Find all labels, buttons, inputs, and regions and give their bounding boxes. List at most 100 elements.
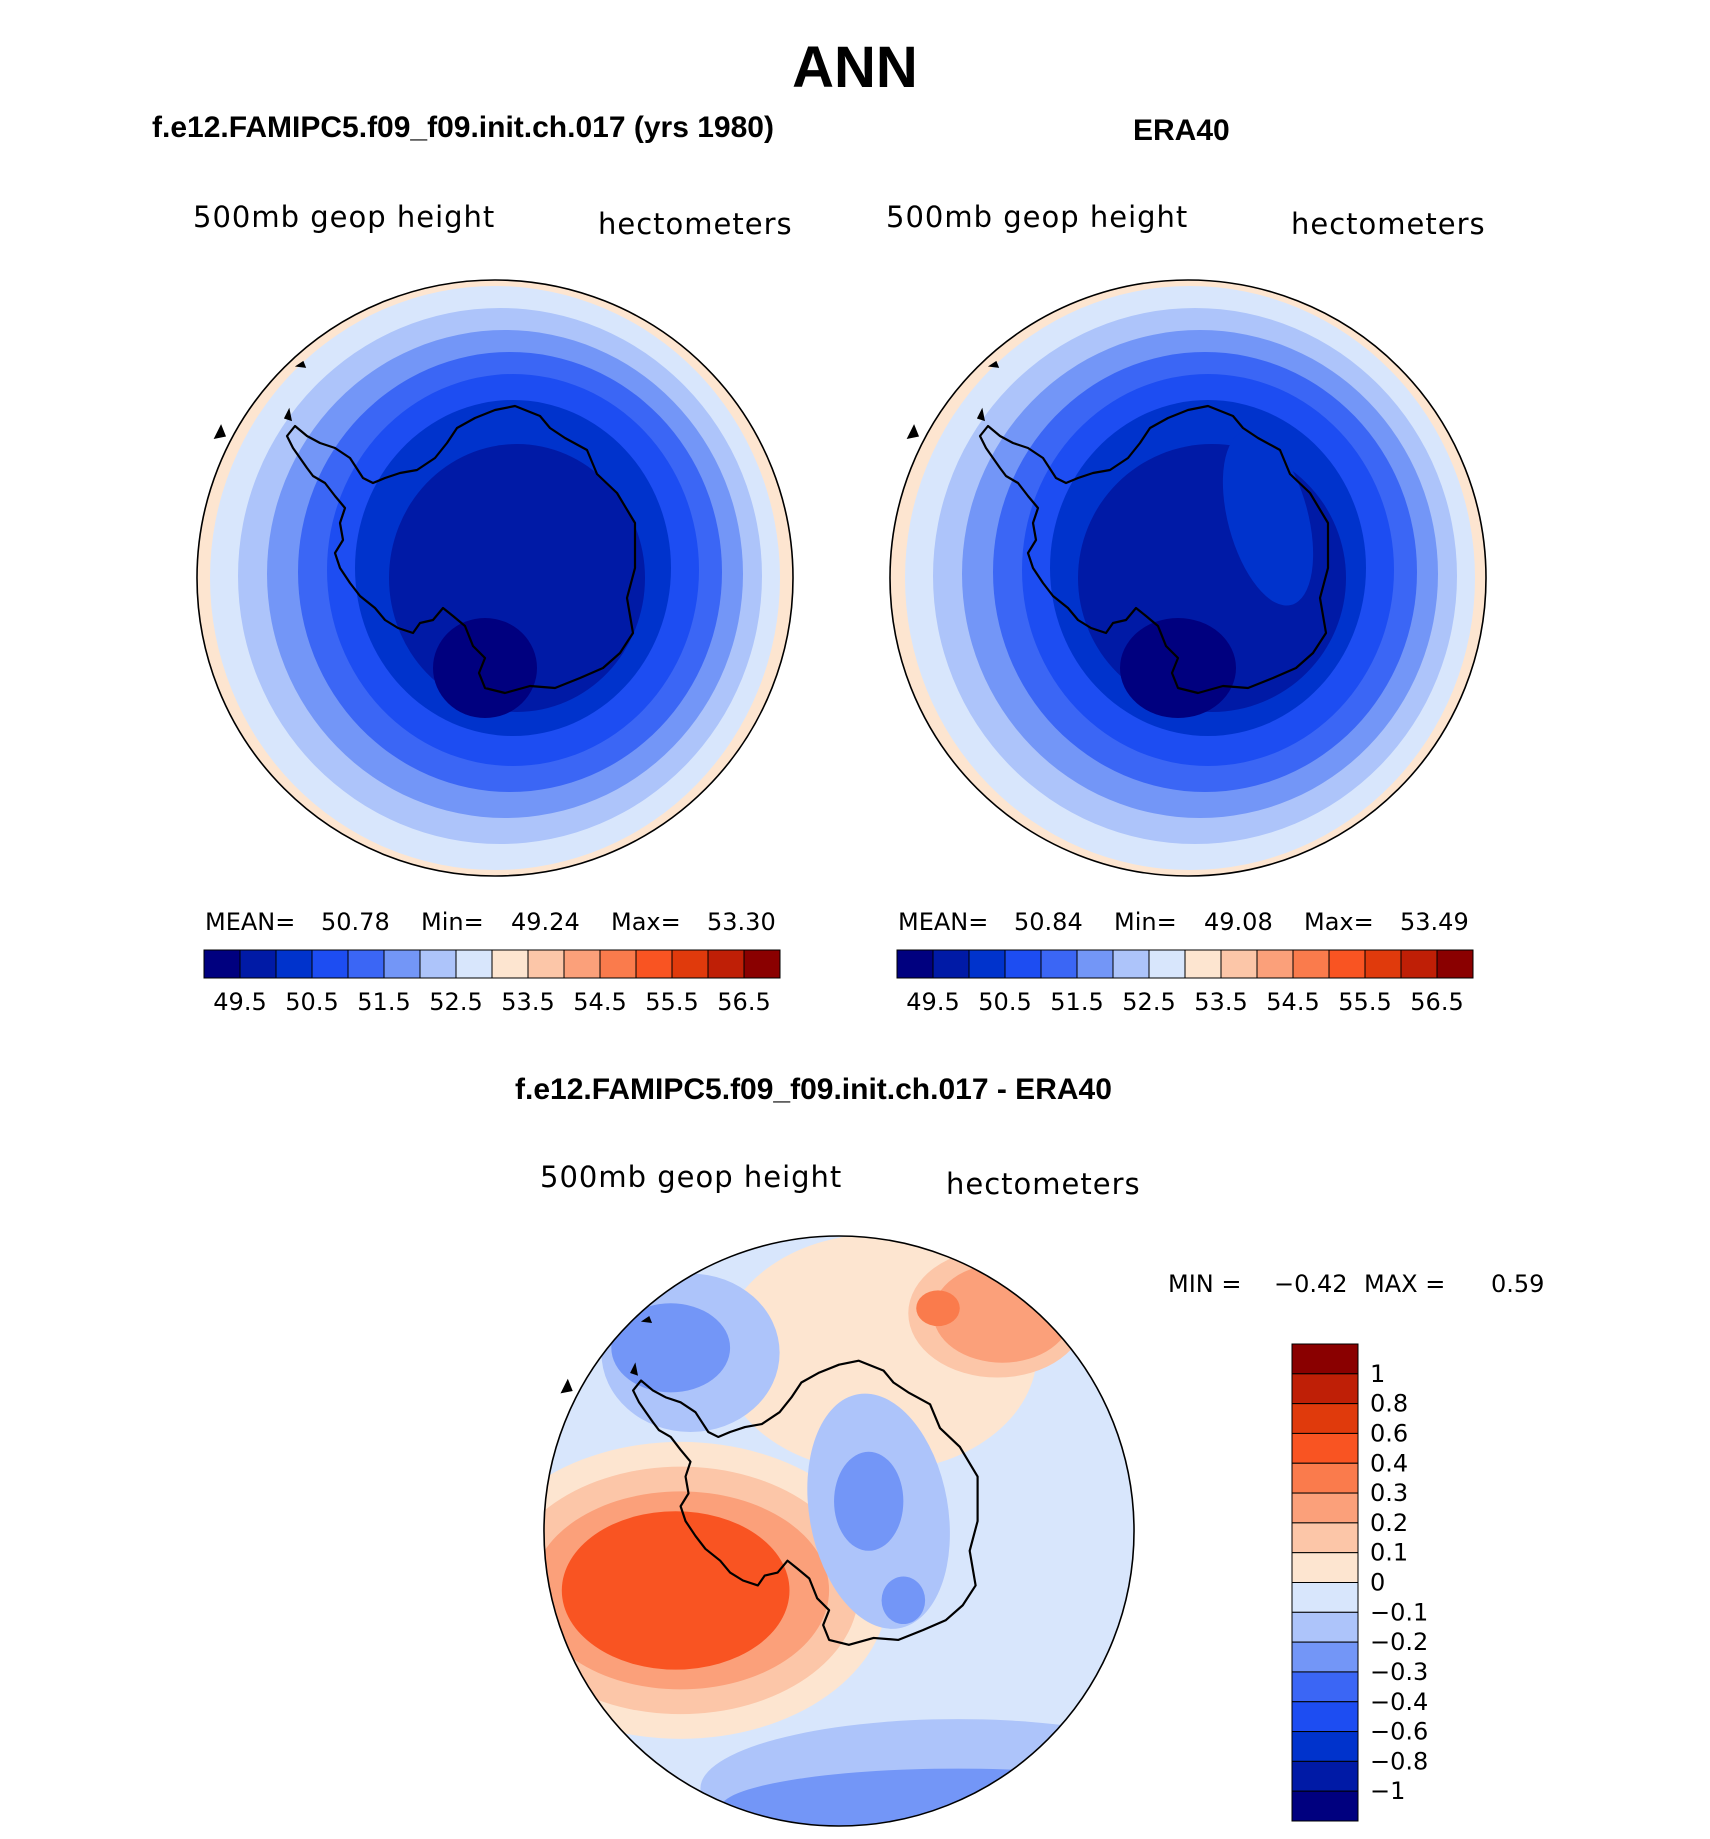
diff-colorbar-tick-label: 0.3 <box>1370 1479 1408 1507</box>
colorbar-tick-label: 49.5 <box>906 988 959 1016</box>
colorbar-box-6 <box>383 949 421 979</box>
contour-field <box>197 280 793 876</box>
colorbar-box-8 <box>1148 949 1186 979</box>
colorbar-box-11 <box>563 949 601 979</box>
panel2-variable: 500mb geop height <box>886 200 1189 234</box>
contour-band-14 <box>834 1451 904 1551</box>
panel2-colorbar: 49.5 50.5 51.5 52.5 53.5 54.5 55.5 56.5 <box>896 949 1474 1016</box>
colorbar-box-7 <box>1112 949 1150 979</box>
diff-colorbar-box-2 <box>1291 1373 1359 1405</box>
contour-band-8 <box>433 618 537 718</box>
panel1-colorbar: 49.5 50.5 51.5 52.5 53.5 54.5 55.5 56.5 <box>203 949 781 1016</box>
colorbar-tick-label: 53.5 <box>501 988 554 1016</box>
map-boundary <box>889 279 1487 877</box>
colorbar-box-16 <box>1436 949 1474 979</box>
colorbar-box-2 <box>239 949 277 979</box>
colorbar-box-3 <box>968 949 1006 979</box>
colorbar-box-5 <box>347 949 385 979</box>
island-outlines <box>213 360 307 440</box>
diff-colorbar-box-13 <box>1291 1701 1359 1733</box>
diff-colorbar-box-1 <box>1291 1343 1359 1375</box>
colorbar-tick-label: 52.5 <box>429 988 482 1016</box>
diff-colorbar-tick-label: −0.4 <box>1370 1688 1428 1716</box>
colorbar-box-10 <box>527 949 565 979</box>
colorbar-box-9 <box>491 949 529 979</box>
colorbar-box-16 <box>743 949 781 979</box>
colorbar-box-4 <box>1004 949 1042 979</box>
panel3-min-value: −0.42 <box>1274 1270 1348 1298</box>
colorbar-box-13 <box>1328 949 1366 979</box>
diff-colorbar-box-10 <box>1291 1611 1359 1643</box>
diff-colorbar-tick-label: 0.1 <box>1370 1539 1408 1567</box>
panel2-mean-label: MEAN= <box>898 908 989 936</box>
diff-colorbar-box-6 <box>1291 1492 1359 1524</box>
panel3-max-value: 0.59 <box>1491 1270 1545 1298</box>
island-outlines <box>560 1316 653 1394</box>
colorbar-tick-label: 53.5 <box>1194 988 1247 1016</box>
contour-band-8 <box>1120 618 1236 718</box>
diff-colorbar-tick-label: 1 <box>1370 1360 1385 1388</box>
diff-colorbar-tick-label: 0.8 <box>1370 1390 1408 1418</box>
panel3-min-label: MIN = <box>1168 1270 1242 1298</box>
colorbar-box-8 <box>455 949 493 979</box>
panel2-title: ERA40 <box>1133 114 1230 147</box>
panel3-units: hectometers <box>946 1167 1141 1201</box>
colorbar-box-14 <box>671 949 709 979</box>
diff-colorbar-box-3 <box>1291 1403 1359 1434</box>
diff-colorbar-tick-label: 0.6 <box>1370 1419 1408 1447</box>
colorbar-box-9 <box>1184 949 1222 979</box>
panel3-variable: 500mb geop height <box>540 1160 843 1194</box>
panel2-max-label: Max= <box>1304 908 1374 936</box>
panel1-mean-label: MEAN= <box>205 908 296 936</box>
colorbar-tick-label: 49.5 <box>213 988 266 1016</box>
colorbar-box-15 <box>1400 949 1438 979</box>
diff-colorbar-tick-label: −0.2 <box>1370 1628 1428 1656</box>
figure-title: ANN <box>792 35 918 100</box>
panel2-mean-value: 50.84 <box>1014 908 1083 936</box>
colorbar-box-11 <box>1256 949 1294 979</box>
diff-colorbar-box-16 <box>1291 1790 1359 1822</box>
contour-field <box>890 280 1486 876</box>
colorbar-box-1 <box>896 949 934 979</box>
diff-colorbar-tick-label: 0 <box>1370 1569 1385 1597</box>
panel2-min-label: Min= <box>1114 908 1177 936</box>
colorbar-tick-label: 50.5 <box>285 988 338 1016</box>
diff-colorbar-tick-label: −0.6 <box>1370 1718 1428 1746</box>
diff-colorbar-box-14 <box>1291 1731 1359 1762</box>
map-boundary <box>196 279 794 877</box>
diff-colorbar-box-4 <box>1291 1432 1359 1464</box>
colorbar-tick-label: 56.5 <box>1410 988 1463 1016</box>
colorbar-box-5 <box>1040 949 1078 979</box>
panel2-min-value: 49.08 <box>1204 908 1273 936</box>
colorbar-box-12 <box>599 949 637 979</box>
antarctica-coastline <box>285 404 637 695</box>
map-boundary <box>543 1235 1135 1827</box>
colorbar-tick-label: 54.5 <box>1266 988 1319 1016</box>
panel1-max-value: 53.30 <box>707 908 776 936</box>
panel3-title: f.e12.FAMIPC5.f09_f09.init.ch.017 - ERA4… <box>515 1073 1112 1106</box>
diff-colorbar-box-12 <box>1291 1671 1359 1703</box>
colorbar-box-13 <box>635 949 673 979</box>
colorbar-tick-label: 52.5 <box>1122 988 1175 1016</box>
panel2-polar-map <box>889 279 1487 877</box>
panel3-colorbar: 10.80.60.40.30.20.10−0.1−0.2−0.3−0.4−0.6… <box>1291 1343 1428 1822</box>
colorbar-box-14 <box>1364 949 1402 979</box>
panel3-polar-map <box>543 1235 1135 1827</box>
colorbar-tick-label: 56.5 <box>717 988 770 1016</box>
colorbar-box-12 <box>1292 949 1330 979</box>
diff-colorbar-box-8 <box>1291 1552 1359 1583</box>
contour-band-8 <box>611 1303 731 1393</box>
colorbar-tick-label: 55.5 <box>1338 988 1391 1016</box>
colorbar-box-2 <box>932 949 970 979</box>
diff-colorbar-box-11 <box>1291 1641 1359 1673</box>
diff-colorbar-box-9 <box>1291 1582 1359 1613</box>
panel1-min-label: Min= <box>421 908 484 936</box>
colorbar-box-10 <box>1220 949 1258 979</box>
panel1-title: f.e12.FAMIPC5.f09_f09.init.ch.017 (yrs 1… <box>152 111 774 144</box>
diff-colorbar-tick-label: −0.8 <box>1370 1747 1428 1775</box>
colorbar-box-15 <box>707 949 745 979</box>
contour-band-6 <box>916 1290 960 1327</box>
panel1-variable: 500mb geop height <box>193 200 496 234</box>
panel2-units: hectometers <box>1291 207 1486 241</box>
panel1-min-value: 49.24 <box>511 908 580 936</box>
